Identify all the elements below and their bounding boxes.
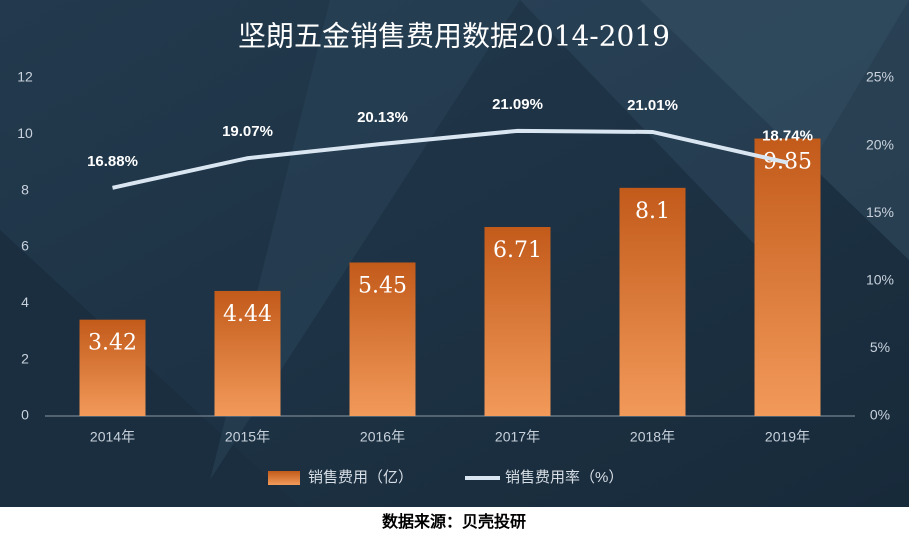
legend-label: 销售费用率（%） [505,469,623,486]
source-strip [0,507,909,541]
y-tick-label: 6 [21,238,29,254]
decor [210,0,520,480]
source-note: 数据来源：贝壳投研 [382,512,526,531]
y-tick-label: 12 [17,69,33,85]
bar [349,262,416,416]
y2-tick-label: 0% [870,407,890,423]
y2-tick-label: 20% [866,136,894,152]
legend-swatch [268,471,300,485]
bar-value-label: 6.71 [493,238,542,263]
bar [619,187,686,416]
bar [214,290,281,416]
line-value-label: 21.01% [627,97,678,114]
y2-tick-label: 10% [866,272,894,288]
x-tick-label: 2016年 [360,429,405,445]
decor [520,0,909,250]
x-tick-label: 2015年 [225,429,270,445]
y-tick-label: 10 [17,125,33,141]
x-tick-label: 2014年 [90,429,135,445]
line [112,128,788,190]
bar-value-label: 5.45 [358,273,407,298]
x-tick-label: 2018年 [630,429,675,445]
bar-value-label: 8.1 [635,199,670,224]
line-value-label: 21.09% [492,96,543,113]
line-value-label: 16.88% [87,153,138,170]
bar-value-label: 4.44 [223,302,272,327]
chart-title: 坚朗五金销售费用数据2014-2019 [238,20,670,53]
line-value-label: 18.74% [762,128,813,145]
y2-tick-label: 25% [866,69,894,85]
line-value-label: 20.13% [357,109,408,126]
bar-value-label: 3.42 [88,331,137,356]
bar [484,227,551,416]
y-tick-label: 4 [21,294,29,310]
x-tick-label: 2019年 [765,429,810,445]
line-value-label: 19.07% [222,123,273,140]
y-tick-label: 8 [21,181,29,197]
bar [754,138,821,416]
y-tick-label: 0 [21,407,29,423]
decor [640,0,909,260]
y-tick-label: 2 [21,350,29,366]
legend-label: 销售费用（亿） [308,469,413,486]
x-tick-label: 2017年 [495,429,540,445]
y2-tick-label: 5% [870,339,890,355]
y2-tick-label: 15% [866,204,894,220]
bar [79,319,146,416]
